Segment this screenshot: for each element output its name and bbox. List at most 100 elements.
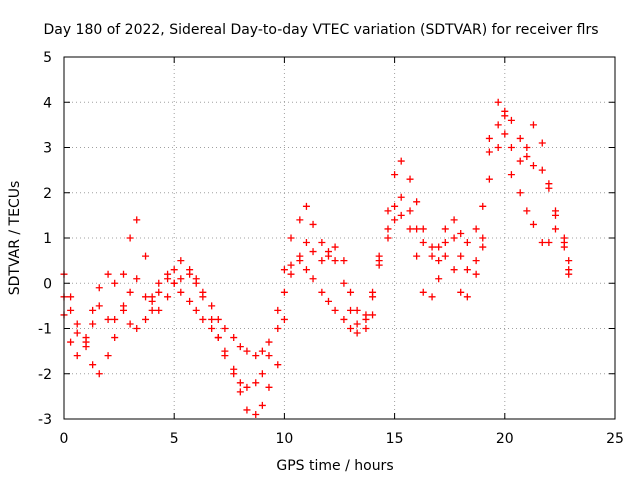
data-point-marker: [155, 306, 163, 314]
data-point-marker: [457, 252, 465, 260]
data-point-marker: [347, 288, 355, 296]
data-point-marker: [104, 352, 112, 360]
chart-title: Day 180 of 2022, Sidereal Day-to-day VTE…: [43, 22, 598, 38]
data-point-marker: [126, 320, 134, 328]
data-point-marker: [208, 325, 216, 332]
data-point-marker: [186, 270, 194, 278]
data-point-marker: [369, 293, 377, 301]
data-point-marker: [142, 252, 150, 260]
data-point-marker: [507, 171, 515, 179]
data-point-marker: [214, 315, 222, 323]
data-point-marker: [428, 293, 436, 301]
data-point-marker: [463, 293, 471, 301]
data-point-marker: [104, 270, 112, 278]
y-tick-label: -3: [38, 412, 52, 428]
data-point-marker: [309, 248, 317, 256]
data-point-marker: [126, 288, 134, 296]
data-point-marker: [472, 270, 480, 278]
data-point-marker: [428, 252, 436, 260]
y-tick-label: 2: [43, 186, 52, 202]
data-point-marker: [347, 306, 355, 314]
data-point-marker: [177, 257, 185, 265]
data-point-marker: [441, 239, 449, 247]
data-point-marker: [450, 216, 458, 224]
data-point-marker: [296, 216, 304, 224]
data-point-marker: [155, 288, 163, 296]
data-point-marker: [243, 383, 251, 391]
data-point-marker: [479, 243, 487, 251]
y-tick-label: 3: [43, 141, 52, 157]
data-point-marker: [243, 406, 251, 414]
data-point-marker: [538, 139, 546, 147]
data-point-marker: [507, 144, 515, 151]
data-point-marker: [287, 261, 295, 269]
data-point-marker: [450, 266, 458, 274]
data-point-marker: [331, 243, 339, 251]
x-tick-label: 0: [60, 431, 69, 447]
data-point-marker: [95, 370, 103, 378]
data-point-marker: [391, 171, 399, 179]
y-tick-label: 0: [43, 276, 52, 292]
data-point-marker: [362, 311, 370, 319]
data-point-marker: [353, 320, 361, 328]
data-point-marker: [406, 175, 414, 183]
data-point-marker: [353, 306, 361, 314]
data-point-marker: [133, 275, 141, 283]
data-point-marker: [309, 220, 317, 228]
data-point-marker: [472, 225, 480, 233]
x-axis-label: GPS time / hours: [276, 458, 393, 474]
series-track-a: [60, 112, 573, 418]
data-point-marker: [199, 288, 207, 296]
series-track-c: [60, 98, 573, 378]
data-point-marker: [463, 239, 471, 247]
data-point-marker: [397, 193, 405, 201]
data-point-marker: [565, 257, 573, 265]
data-point-marker: [236, 343, 244, 351]
data-point-marker: [560, 239, 568, 247]
data-point-marker: [523, 207, 531, 215]
data-point-marker: [347, 325, 355, 332]
y-tick-label: 5: [43, 50, 52, 66]
data-point-marker: [406, 207, 414, 215]
data-point-marker: [523, 153, 531, 161]
data-point-marker: [340, 279, 348, 287]
data-point-marker: [274, 306, 282, 314]
x-tick-label: 20: [496, 431, 514, 447]
data-point-marker: [501, 130, 509, 138]
data-point-marker: [523, 144, 531, 151]
data-point-marker: [120, 270, 128, 278]
data-point-marker: [309, 275, 317, 283]
data-point-marker: [214, 334, 222, 342]
data-point-marker: [89, 361, 97, 369]
data-point-marker: [397, 157, 405, 165]
data-point-marker: [419, 225, 427, 233]
data-point-marker: [120, 302, 128, 310]
y-axis-label: SDTVAR / TECUs: [7, 181, 23, 296]
data-point-marker: [457, 229, 465, 237]
data-point-marker: [133, 325, 141, 332]
data-point-marker: [551, 225, 559, 233]
data-point-marker: [177, 288, 185, 296]
data-point-marker: [435, 257, 443, 265]
data-point-marker: [318, 288, 326, 296]
x-tick-label: 25: [606, 431, 624, 447]
data-point-marker: [89, 306, 97, 314]
data-point-marker: [164, 270, 172, 278]
data-point-marker: [494, 144, 502, 151]
data-point-marker: [133, 216, 141, 224]
data-point-marker: [413, 225, 421, 233]
data-point-marker: [516, 134, 524, 142]
data-point-marker: [148, 293, 156, 301]
data-point-marker: [111, 334, 119, 342]
data-point-marker: [441, 225, 449, 233]
y-tick-labels: -3 -2 -1 0 1 2 3 4 5: [38, 50, 52, 428]
tick-marks: [63, 56, 616, 420]
data-point-marker: [397, 211, 405, 219]
data-point-marker: [67, 293, 75, 301]
data-point-marker: [529, 162, 537, 170]
data-point-marker: [340, 315, 348, 323]
data-point-marker: [164, 293, 172, 301]
data-point-marker: [413, 252, 421, 260]
data-point-marker: [501, 107, 509, 115]
